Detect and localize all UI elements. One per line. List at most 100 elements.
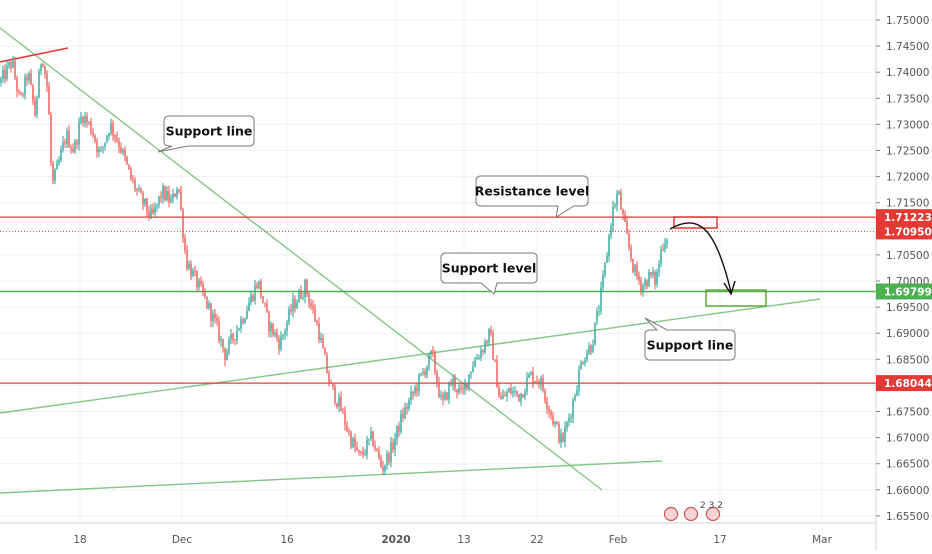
candle-body [664,243,666,250]
candle-body [594,322,596,346]
candle-body [190,264,192,277]
candle-body [286,322,288,332]
price-level-tag-label: 1.69799 [884,286,932,298]
candle-body [98,149,100,152]
candle-body [592,345,594,352]
candle-body [382,466,384,471]
event-flag-text: 2 3 2 [700,501,723,511]
candle-body [150,208,152,217]
candle-body [660,249,662,265]
candle-body [454,378,456,390]
candle-body [146,198,148,212]
candle-body [270,323,272,332]
y-tick-label: 1.67500 [886,407,929,419]
candle-body [124,149,126,158]
y-tick-label: 1.73500 [886,93,929,105]
x-tick-label: Mar [812,534,832,546]
candle-body [402,413,404,418]
candle-body [622,209,624,215]
candle-body [322,337,324,349]
candle-body [114,135,116,138]
candle-body [634,265,636,273]
x-tick-label: 13 [457,534,470,546]
candle-body [362,452,364,455]
candle-body [378,449,380,458]
candle-body [370,431,372,440]
candle-body [294,298,296,309]
candle-body [92,132,94,136]
candle-body [96,141,98,152]
candle-body [80,117,82,123]
callout-label: Resistance level [475,184,590,199]
candle-body [116,137,118,142]
candle-body [6,65,8,80]
candle-body [26,76,28,81]
candle-body [22,94,24,96]
support-trendline [0,460,663,494]
candle-body [70,147,72,149]
candle-body [554,422,556,424]
x-tick-label: 2020 [381,534,410,546]
grid [0,0,876,523]
x-tick-label: 22 [530,534,543,546]
x-tick-label: Dec [172,534,193,546]
candle-body [464,383,466,390]
candle-body [154,206,156,214]
candle-body [548,408,550,412]
candle-body [534,381,536,383]
candle-body [278,338,280,350]
candle-body [72,148,74,152]
candle-body [104,142,106,147]
price-level-tag-label: 1.70950 [884,226,932,238]
candle-body [68,131,70,148]
candle-body [60,149,62,161]
candle-body [100,147,102,150]
candle-body [422,371,424,374]
candle-body [320,337,322,341]
forecast-arrowhead [723,280,736,296]
candle-body [456,389,458,393]
y-tick-label: 1.68500 [886,354,929,366]
candle-body [222,338,224,349]
candle-body [14,61,16,78]
candle-body [224,348,226,361]
candle-body [162,186,164,199]
candle-body [580,362,582,370]
candle-body [74,141,76,152]
candle-body [516,390,518,394]
x-tick-label: 18 [73,534,86,546]
candle-body [84,116,86,124]
candle-body [582,362,584,364]
candle-body [330,382,332,384]
candle-body [144,198,146,205]
candle-body [244,318,246,324]
candle-body [132,178,134,180]
candle-body [236,330,238,341]
candle-body [200,280,202,285]
y-tick-label: 1.74500 [886,41,929,53]
candle-body [50,114,52,163]
candle-body [178,189,180,192]
candle-body [34,100,36,116]
candle-body [262,296,264,304]
candle-body [44,66,46,74]
candle-body [346,424,348,432]
candle-body [430,350,432,354]
candle-body [252,294,254,301]
candle-body [168,191,170,203]
candle-body [130,169,132,179]
candle-body [274,332,276,335]
candle-body [550,411,552,416]
candle-body [338,396,340,407]
candle-body [64,142,66,144]
candle-body [334,386,336,404]
candle-body [66,131,68,144]
candle-body [16,77,18,92]
candle-body [226,351,228,361]
callout-label: Support line [166,124,253,139]
candle-body [268,311,270,332]
candle-body [490,329,492,334]
candle-body [510,388,512,394]
candle-body [588,345,590,354]
